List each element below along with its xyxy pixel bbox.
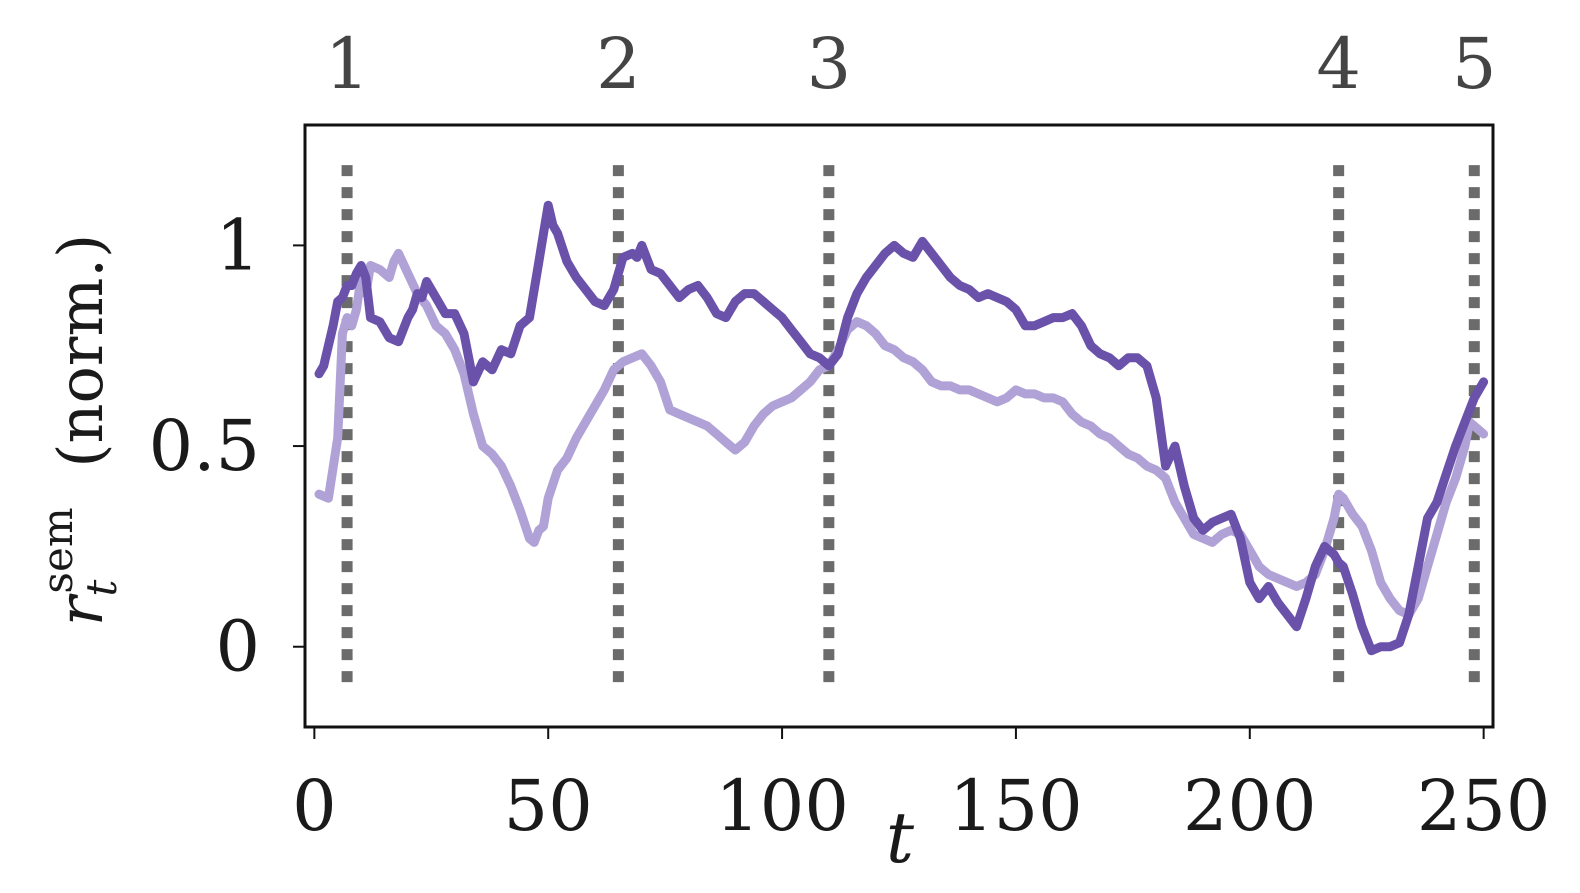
series-line-1 <box>314 248 1489 620</box>
x-tick-label: 200 <box>1183 765 1317 847</box>
series-layer <box>314 200 1489 656</box>
plot-background <box>305 125 1493 727</box>
x-tick-label: 250 <box>1417 765 1551 847</box>
plot-frame <box>303 123 1495 729</box>
y-axis-label-subscript: t <box>77 579 126 596</box>
x-tick-label: 0 <box>292 765 337 847</box>
y-axis-label-symbol: r <box>44 593 117 626</box>
plot-area <box>305 125 1493 727</box>
x-axis-label: t <box>886 797 915 879</box>
x-tick-label: 150 <box>949 765 1083 847</box>
y-axis-label-superscript: sem <box>33 507 82 593</box>
x-axis-ticks: 0 50 100 150 200 250 <box>292 727 1550 847</box>
y-axis-label-suffix: (norm.) <box>44 234 117 487</box>
x-tick-label: 50 <box>504 765 593 847</box>
event-marker-labels: 1 2 3 4 5 <box>325 23 1497 105</box>
y-tick-label: 0 <box>215 606 260 688</box>
event-marker-label: 4 <box>1316 23 1361 105</box>
event-marker-label: 3 <box>807 23 852 105</box>
x-tick-label: 100 <box>715 765 849 847</box>
event-marker-label: 2 <box>596 23 641 105</box>
y-tick-label: 1 <box>215 204 260 286</box>
series-line-2 <box>314 200 1489 656</box>
y-axis-label: rtsem (norm.) <box>33 234 126 626</box>
event-marker-label: 1 <box>325 23 370 105</box>
y-tick-label: 0.5 <box>149 405 260 487</box>
y-axis-ticks: 00.51 <box>149 204 305 688</box>
event-marker-label: 5 <box>1452 23 1497 105</box>
